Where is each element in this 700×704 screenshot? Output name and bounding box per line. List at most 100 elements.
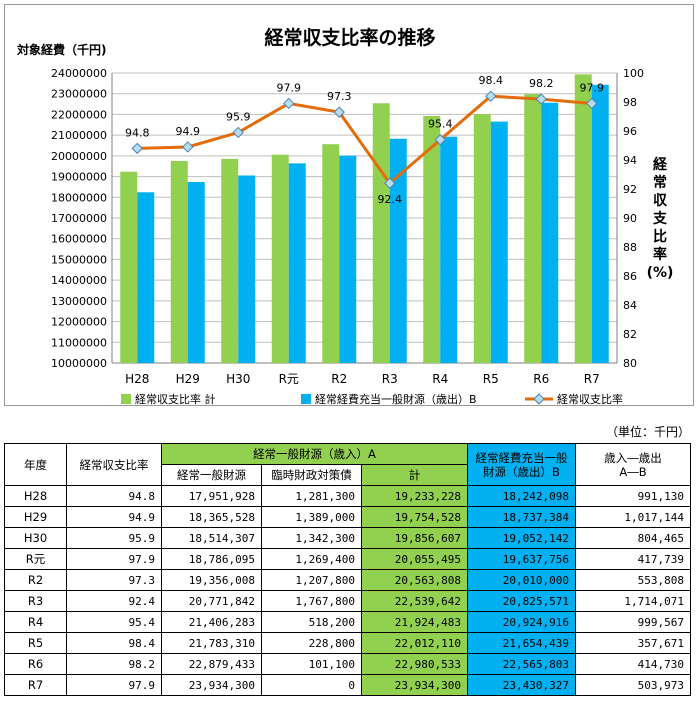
ratio-marker	[131, 142, 143, 155]
table-row: R元 97.9 18,786,095 1,269,400 20,055,495 19,63…	[4, 548, 691, 570]
cell-total: 20,563,808	[361, 569, 468, 591]
right-axis-title-char: 比	[653, 228, 667, 245]
cell-diff: 999,567	[575, 611, 691, 633]
cell-temp: 1,767,800	[261, 590, 362, 612]
bar	[591, 84, 609, 364]
cell-year: H30	[4, 527, 67, 549]
bar	[524, 94, 542, 364]
left-tick-label: 13000000	[51, 295, 107, 308]
ratio-data-label: 94.8	[125, 126, 150, 139]
cell-general: 18,514,307	[161, 527, 262, 549]
cell-B: 20,010,000	[467, 569, 576, 591]
ratio-marker	[535, 93, 547, 105]
category-label: H30	[226, 372, 250, 386]
category-label: R元	[279, 372, 299, 386]
header-year: 年度	[4, 443, 67, 486]
cell-ratio: 94.9	[66, 506, 162, 528]
table-row: R3 92.4 20,771,842 1,767,800 22,539,642 20,82…	[4, 590, 691, 612]
category-label: R3	[382, 372, 398, 386]
cell-temp: 1,342,300	[261, 527, 362, 549]
bar	[322, 144, 340, 363]
bar	[541, 102, 559, 363]
header-ratio: 経常収支比率	[66, 443, 162, 486]
cell-ratio: 95.9	[66, 527, 162, 549]
ratio-marker	[232, 126, 244, 139]
left-tick-label: 22000000	[51, 108, 107, 121]
bar	[288, 163, 306, 363]
left-tick-label: 11000000	[51, 336, 107, 349]
data-table: 年度 経常収支比率 経常一般財源（歳入）A 経常経費充当一般財源（歳出）B 歳入…	[4, 443, 691, 696]
legend-label: 経常経費充当一般財源（歳出）B	[315, 392, 477, 406]
cell-B: 19,052,142	[467, 527, 576, 549]
category-label: R4	[432, 372, 448, 386]
left-axis-title: 対象経費（千円)	[16, 42, 107, 57]
left-tick-label: 20000000	[51, 150, 107, 163]
cell-diff: 1,714,071	[575, 590, 691, 612]
bar	[221, 158, 239, 363]
right-tick-label: 80	[623, 357, 637, 370]
table-row: R4 95.4 21,406,283 518,200 21,924,483 20,924,…	[4, 611, 691, 633]
right-axis-title-char: 常	[653, 174, 667, 191]
cell-B: 21,654,439	[467, 632, 576, 654]
table-row: H28 94.8 17,951,928 1,281,300 19,233,228 18,2…	[4, 485, 691, 507]
cell-temp: 1,269,400	[261, 548, 362, 570]
ratio-data-label: 92.4	[378, 193, 403, 206]
unit-note: （単位：千円）	[605, 425, 690, 439]
cell-total: 20,055,495	[361, 548, 468, 570]
cell-general: 21,406,283	[161, 611, 262, 633]
category-label: R7	[584, 372, 600, 386]
table-row: H29 94.9 18,365,528 1,389,000 19,754,528 18,7…	[4, 506, 691, 528]
header-total: 計	[361, 464, 468, 486]
ratio-data-label: 98.2	[529, 77, 554, 90]
cell-ratio: 92.4	[66, 590, 162, 612]
cell-B: 18,242,098	[467, 485, 576, 507]
cell-temp: 1,207,800	[261, 569, 362, 591]
right-tick-label: 88	[623, 241, 637, 254]
left-tick-label: 16000000	[51, 233, 107, 246]
cell-diff: 553,808	[575, 569, 691, 591]
legend-marker	[533, 393, 545, 405]
cell-diff: 357,671	[575, 632, 691, 654]
bar	[423, 115, 441, 363]
header-group-a: 経常一般財源（歳入）A	[161, 443, 468, 465]
bar	[473, 114, 491, 363]
cell-B: 18,737,384	[467, 506, 576, 528]
cell-total: 19,233,228	[361, 485, 468, 507]
cell-temp: 0	[261, 674, 362, 696]
category-label: H29	[176, 372, 200, 386]
right-tick-label: 84	[623, 299, 637, 312]
right-axis-title-char: (%)	[647, 265, 674, 281]
cell-general: 21,783,310	[161, 632, 262, 654]
cell-temp: 228,800	[261, 632, 362, 654]
cell-year: R4	[4, 611, 67, 633]
cell-ratio: 95.4	[66, 611, 162, 633]
left-tick-label: 18000000	[51, 191, 107, 204]
left-tick-label: 21000000	[51, 129, 107, 142]
right-tick-label: 96	[623, 125, 637, 138]
cell-total: 22,012,110	[361, 632, 468, 654]
ratio-marker	[434, 133, 446, 146]
cell-general: 22,879,433	[161, 653, 262, 675]
ratio-data-label: 97.3	[327, 90, 352, 103]
cell-ratio: 97.3	[66, 569, 162, 591]
header-temp: 臨時財政対策債	[261, 464, 362, 486]
left-tick-label: 19000000	[51, 171, 107, 184]
right-tick-label: 82	[623, 328, 637, 341]
right-tick-label: 92	[623, 183, 637, 196]
cell-temp: 1,389,000	[261, 506, 362, 528]
left-tick-label: 14000000	[51, 274, 107, 287]
chart-title: 経常収支比率の推移	[264, 26, 435, 49]
right-axis-title-char: 収	[653, 192, 668, 209]
cell-year: R3	[4, 590, 67, 612]
cell-ratio: 94.8	[66, 485, 162, 507]
ratio-data-label: 95.4	[428, 118, 453, 131]
cell-temp: 101,100	[261, 653, 362, 675]
ratio-marker	[485, 90, 497, 102]
cell-year: R2	[4, 569, 67, 591]
cell-year: R5	[4, 632, 67, 654]
bar	[389, 138, 407, 363]
ratio-marker	[586, 97, 598, 110]
legend-label: 経常収支比率 計	[135, 392, 216, 406]
table-row: R6 98.2 22,879,433 101,100 22,980,533 22,565,…	[4, 653, 691, 675]
